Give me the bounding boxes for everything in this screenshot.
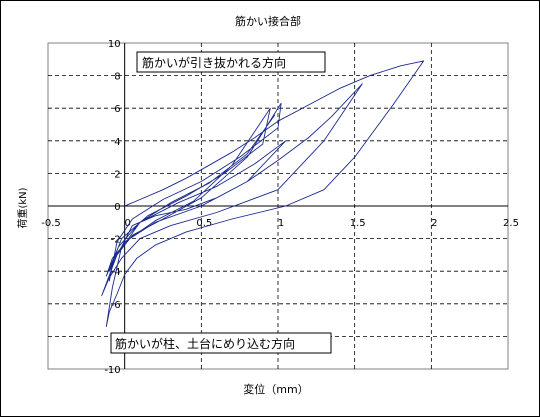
y-tick-label: -2: [111, 235, 121, 246]
y-tick-label: -6: [111, 300, 121, 311]
annotation-pull: 筋かいが引き抜かれる方向: [136, 51, 326, 73]
x-tick-label: 0: [124, 218, 130, 229]
x-tick-label: -0.5: [41, 218, 61, 229]
y-tick-label: 6: [114, 104, 120, 115]
annotation-press-box: [110, 332, 332, 354]
y-axis-label: 荷重(kN): [16, 187, 29, 228]
y-tick-label: 8: [114, 72, 120, 83]
x-tick-label: 2.5: [503, 218, 519, 229]
y-tick-label: 4: [114, 137, 120, 148]
y-tick-label: 10: [108, 39, 121, 50]
annotation-pull-box: [136, 51, 326, 73]
x-axis-label: 変位（mm）: [243, 382, 308, 396]
x-tick-label: 1: [278, 218, 284, 229]
annotation-press-text: 筋かいが柱、土台にめり込む方向: [115, 336, 295, 351]
series-lines: [101, 60, 425, 328]
x-tick-labels: -0.5 0 0.5 1 1.5 2 2.5: [41, 218, 519, 229]
annotation-press: 筋かいが柱、土台にめり込む方向: [110, 332, 332, 354]
y-tick-label: -10: [104, 365, 120, 376]
annotation-pull-text: 筋かいが引き抜かれる方向: [142, 55, 286, 70]
zero-axes: [48, 43, 508, 369]
x-tick-label: 1.5: [350, 218, 366, 229]
series-line-1: [101, 60, 425, 328]
y-tick-label: 2: [114, 169, 120, 180]
y-tick-label: 0: [114, 202, 120, 213]
x-tick-label: 0.5: [196, 218, 212, 229]
chart-title: 筋かい接合部: [235, 14, 301, 28]
x-tick-label: 2: [431, 218, 437, 229]
